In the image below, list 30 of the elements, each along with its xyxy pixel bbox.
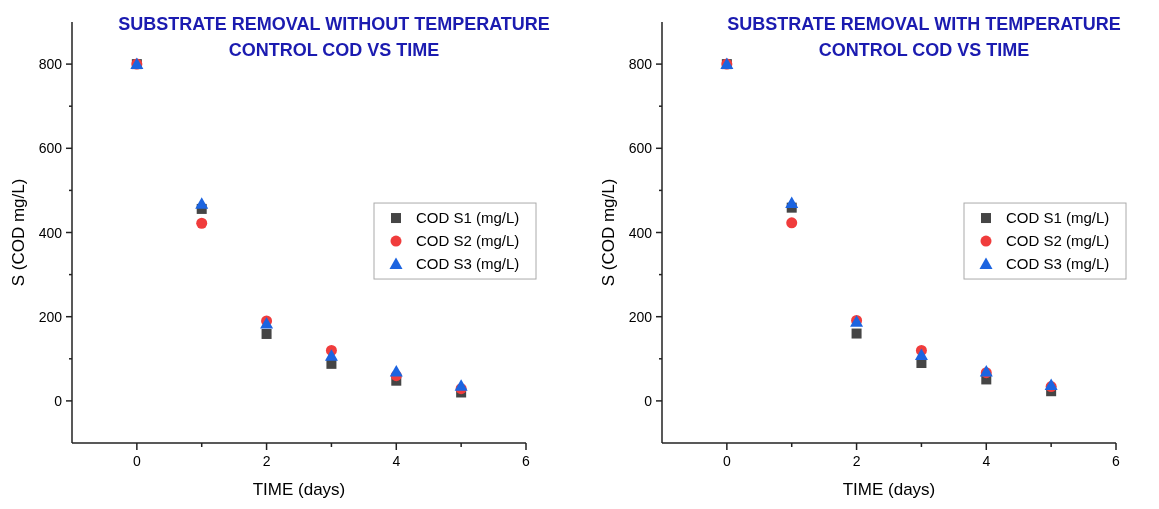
x-axis-title: TIME (days) [842,480,936,499]
legend-label: COD S3 (mg/L) [1006,255,1110,273]
y-tick-label: 400 [38,224,63,241]
y-axis-title: S (COD mg/L) [599,178,618,287]
x-tick-label: 2 [852,453,861,469]
y-tick-label: 400 [628,224,653,241]
x-tick-label: 4 [392,453,401,469]
y-tick-label: 0 [644,392,653,409]
legend-label: COD S2 (mg/L) [416,232,520,250]
x-tick-label: 0 [722,453,731,469]
x-axis-title: TIME (days) [252,480,346,499]
x-tick-label: 6 [1112,453,1121,469]
legend-label: COD S3 (mg/L) [416,255,520,273]
x-tick-label: 2 [262,453,271,469]
chart-title: SUBSTRATE REMOVAL WITHOUT TEMPERATURE CONTROL COD VS TIME [118,14,550,60]
y-axis-title: S (COD mg/L) [9,178,28,287]
x-tick-label: 6 [522,453,531,469]
y-tick-label: 800 [38,56,63,73]
x-tick-label: 4 [982,453,991,469]
legend-label: COD S1 (mg/L) [416,209,520,227]
legend-label: COD S2 (mg/L) [1006,232,1110,250]
y-tick-label: 200 [38,308,63,325]
y-tick-label: 200 [628,308,653,325]
legend-label: COD S1 (mg/L) [1006,209,1110,227]
y-tick-label: 800 [628,56,653,73]
chart-title: SUBSTRATE REMOVAL WITH TEMPERATURE CONTROL COD VS TIME [727,14,1121,60]
y-tick-label: 0 [54,392,63,409]
x-tick-label: 0 [132,453,141,469]
y-tick-label: 600 [628,140,653,157]
y-tick-label: 600 [38,140,63,157]
